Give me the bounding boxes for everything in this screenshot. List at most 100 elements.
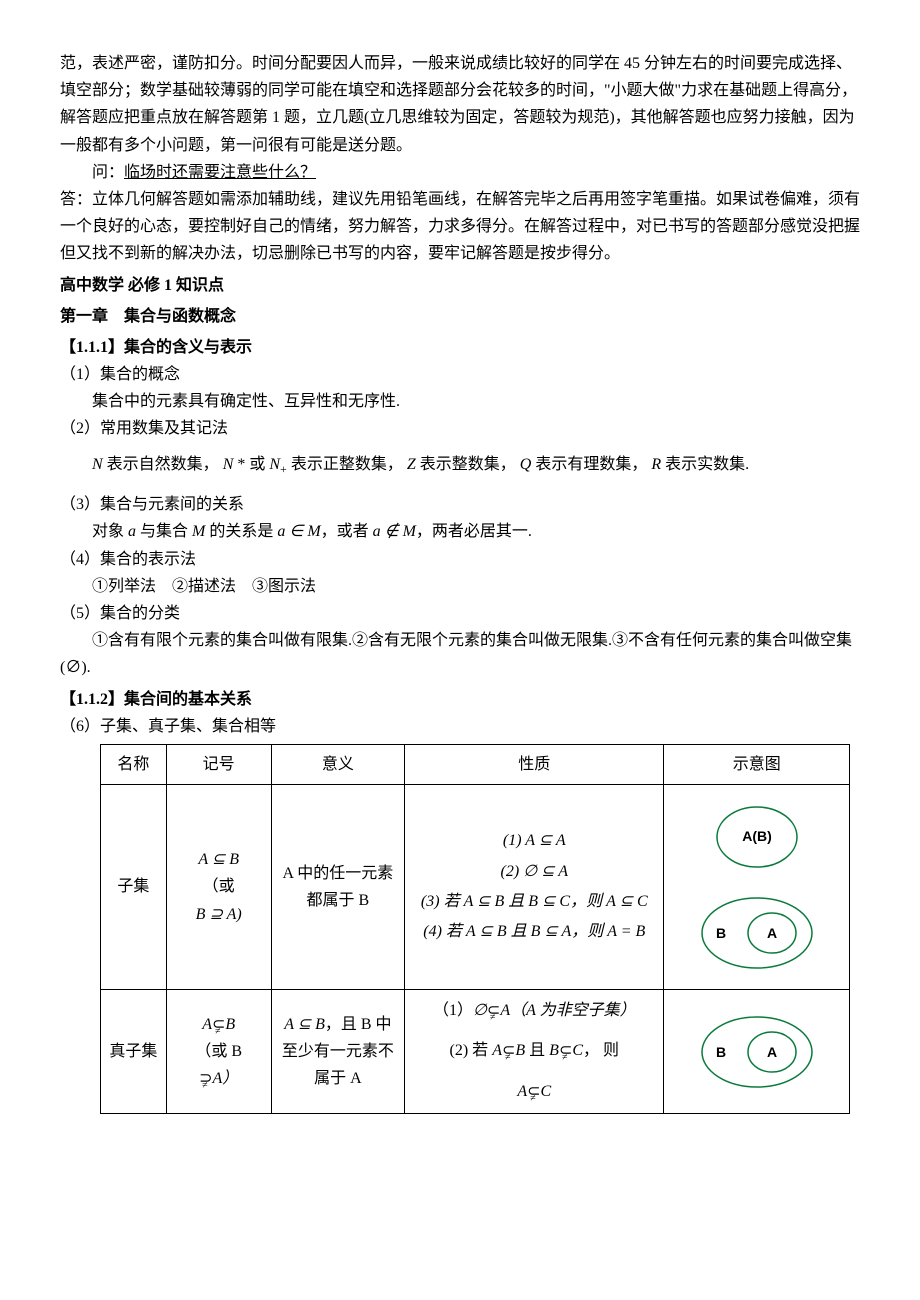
venn-equal-icon: A(B) [702, 801, 812, 873]
q-text: 临场时还需要注意些什么？ [124, 164, 316, 181]
heading-chapter: 第一章 集合与函数概念 [60, 303, 860, 330]
r2-sym-2: （或 B [175, 1038, 263, 1065]
sym-N: N [92, 456, 103, 473]
table-row-proper-subset: 真子集 A⊂B （或 B ⊃A） A ⊆ B，且 B 中至少有一元素不属于 A … [101, 990, 850, 1114]
item-4-text: ①列举法 ②描述法 ③图示法 [60, 573, 860, 600]
item-3-label: （3）集合与元素间的关系 [60, 491, 860, 518]
svg-text:B: B [716, 1044, 726, 1060]
heading-111: 【1.1.1】集合的含义与表示 [60, 334, 860, 361]
sym-in: a ∈ M [277, 523, 320, 540]
sym-Q: Q [520, 456, 532, 473]
r1-sym-3: B ⊇ A) [175, 901, 263, 928]
r2p2b: A [492, 1042, 502, 1059]
sym-a: a [128, 523, 136, 540]
r2p2a: (2) 若 [450, 1042, 493, 1059]
sym-notin: a ∉ M [373, 523, 416, 540]
t3e: ，两者必居其一. [416, 523, 532, 540]
t2e: 表示有理数集， [531, 456, 647, 473]
r2-meaning: A ⊆ B，且 B 中至少有一元素不属于 A [271, 990, 405, 1114]
venn-subset-icon: B A [692, 893, 822, 973]
th-meaning: 意义 [271, 744, 405, 784]
item-1-label: （1）集合的概念 [60, 361, 860, 388]
relations-table: 名称 记号 意义 性质 示意图 子集 A ⊆ B （或 B ⊇ A) A 中的任… [100, 744, 850, 1114]
question-line: 问：临场时还需要注意些什么？ [60, 159, 860, 186]
th-name: 名称 [101, 744, 167, 784]
r2p2c: B [515, 1042, 525, 1059]
item-5-label: （5）集合的分类 [60, 600, 860, 627]
r2p2i: C [541, 1083, 552, 1100]
sym-Nstar: N [223, 456, 234, 473]
r1-sym-1: A ⊆ B [175, 846, 263, 873]
r2p2h: A [517, 1083, 527, 1100]
r1-p3: (3) 若 A ⊆ B 且 B ⊆ C，则 A ⊆ C [413, 887, 655, 917]
r2p2d: 且 [525, 1042, 549, 1059]
paragraph-1: 范，表述严密，谨防扣分。时间分配要因人而异，一般来说成绩比较好的同学在 45 分… [60, 50, 860, 159]
t3b: 与集合 [136, 523, 192, 540]
r2s1b: B [225, 1016, 235, 1033]
r2p1a: （1） [433, 1002, 473, 1019]
svg-text:B: B [716, 925, 726, 941]
item-2-label: （2）常用数集及其记法 [60, 415, 860, 442]
r2p2g: ， 则 [583, 1042, 619, 1059]
r1-sym-2: （或 [175, 873, 263, 900]
t3a: 对象 [92, 523, 128, 540]
table-header-row: 名称 记号 意义 性质 示意图 [101, 744, 850, 784]
r2p1b: A（A 为非空子集） [500, 1002, 635, 1019]
svg-text:A(B): A(B) [742, 828, 772, 844]
r1-p3t: (3) 若 A ⊆ B 且 B ⊆ C，则 A ⊆ C [421, 893, 648, 910]
svg-text:A: A [767, 1044, 777, 1060]
r1-meaning: A 中的任一元素都属于 B [271, 785, 405, 990]
item-6-label: （6）子集、真子集、集合相等 [60, 713, 860, 740]
item-5-text: ①含有有限个元素的集合叫做有限集.②含有无限个元素的集合叫做无限集.③不含有任何… [60, 627, 860, 681]
t3c: 的关系是 [205, 523, 277, 540]
sym-Nplus-sub: + [280, 462, 287, 476]
sym-Nplus: N [269, 456, 280, 473]
q-prefix: 问： [92, 164, 124, 181]
r1-p4: (4) 若 A ⊆ B 且 B ⊆ A，则 A = B [413, 917, 655, 947]
t3d: ，或者 [321, 523, 373, 540]
sym-R: R [651, 456, 661, 473]
t2b: * 或 [233, 456, 269, 473]
r1-sym: A ⊆ B （或 B ⊇ A) [166, 785, 271, 990]
item-3-text: 对象 a 与集合 M 的关系是 a ∈ M，或者 a ∉ M，两者必居其一. [60, 518, 860, 545]
t2c: 表示正整数集， [287, 456, 403, 473]
r2-p2: (2) 若 A⊂B 且 B⊂C， 则 [413, 1036, 655, 1066]
item-1-text: 集合中的元素具有确定性、互异性和无序性. [60, 388, 860, 415]
t2d: 表示整数集， [416, 456, 516, 473]
paragraph-2: 答：立体几何解答题如需添加辅助线，建议先用铅笔画线，在解答完毕之后再用签字笔重描… [60, 186, 860, 268]
r2-sym-1: A⊂B [175, 1011, 263, 1038]
th-diagram: 示意图 [664, 744, 850, 784]
sym-M: M [192, 523, 205, 540]
r2-sym: A⊂B （或 B ⊃A） [166, 990, 271, 1114]
svg-text:A: A [767, 925, 777, 941]
r2-sym-3: ⊃A） [175, 1065, 263, 1092]
r2s3b: A） [212, 1070, 238, 1087]
r2-p2l2: A⊂C [413, 1077, 655, 1107]
r2p1e: ∅ [473, 1002, 487, 1019]
r1-p2: (2) ∅ ⊆ A [413, 857, 655, 887]
r1-diagram: A(B) B A [664, 785, 850, 990]
t2f: 表示实数集. [661, 456, 749, 473]
venn-proper-subset-icon: B A [692, 1012, 822, 1092]
r1-p4t: (4) 若 A ⊆ B 且 B ⊆ A，则 A = B [423, 923, 645, 940]
r2s1a: A [202, 1016, 212, 1033]
r2p2f: C [572, 1042, 583, 1059]
r2-name: 真子集 [101, 990, 167, 1114]
item-4-label: （4）集合的表示法 [60, 546, 860, 573]
r2ma: A ⊆ B [284, 1016, 325, 1033]
r2-p1: （1）∅⊂A（A 为非空子集） [413, 996, 655, 1026]
heading-main: 高中数学 必修 1 知识点 [60, 272, 860, 299]
heading-112: 【1.1.2】集合间的基本关系 [60, 686, 860, 713]
sym-Z: Z [407, 456, 416, 473]
table-row-subset: 子集 A ⊆ B （或 B ⊇ A) A 中的任一元素都属于 B (1) A ⊆… [101, 785, 850, 990]
r1-name: 子集 [101, 785, 167, 990]
t2a: 表示自然数集， [103, 456, 219, 473]
r2p2e: B [549, 1042, 559, 1059]
item-2-text: N 表示自然数集， N * 或 N+ 表示正整数集， Z 表示整数集， Q 表示… [60, 451, 860, 480]
th-sym: 记号 [166, 744, 271, 784]
r2-props: （1）∅⊂A（A 为非空子集） (2) 若 A⊂B 且 B⊂C， 则 A⊂C [405, 990, 664, 1114]
th-props: 性质 [405, 744, 664, 784]
r1-p1: (1) A ⊆ A [413, 826, 655, 856]
r1-props: (1) A ⊆ A (2) ∅ ⊆ A (3) 若 A ⊆ B 且 B ⊆ C，… [405, 785, 664, 990]
r2-diagram: B A [664, 990, 850, 1114]
